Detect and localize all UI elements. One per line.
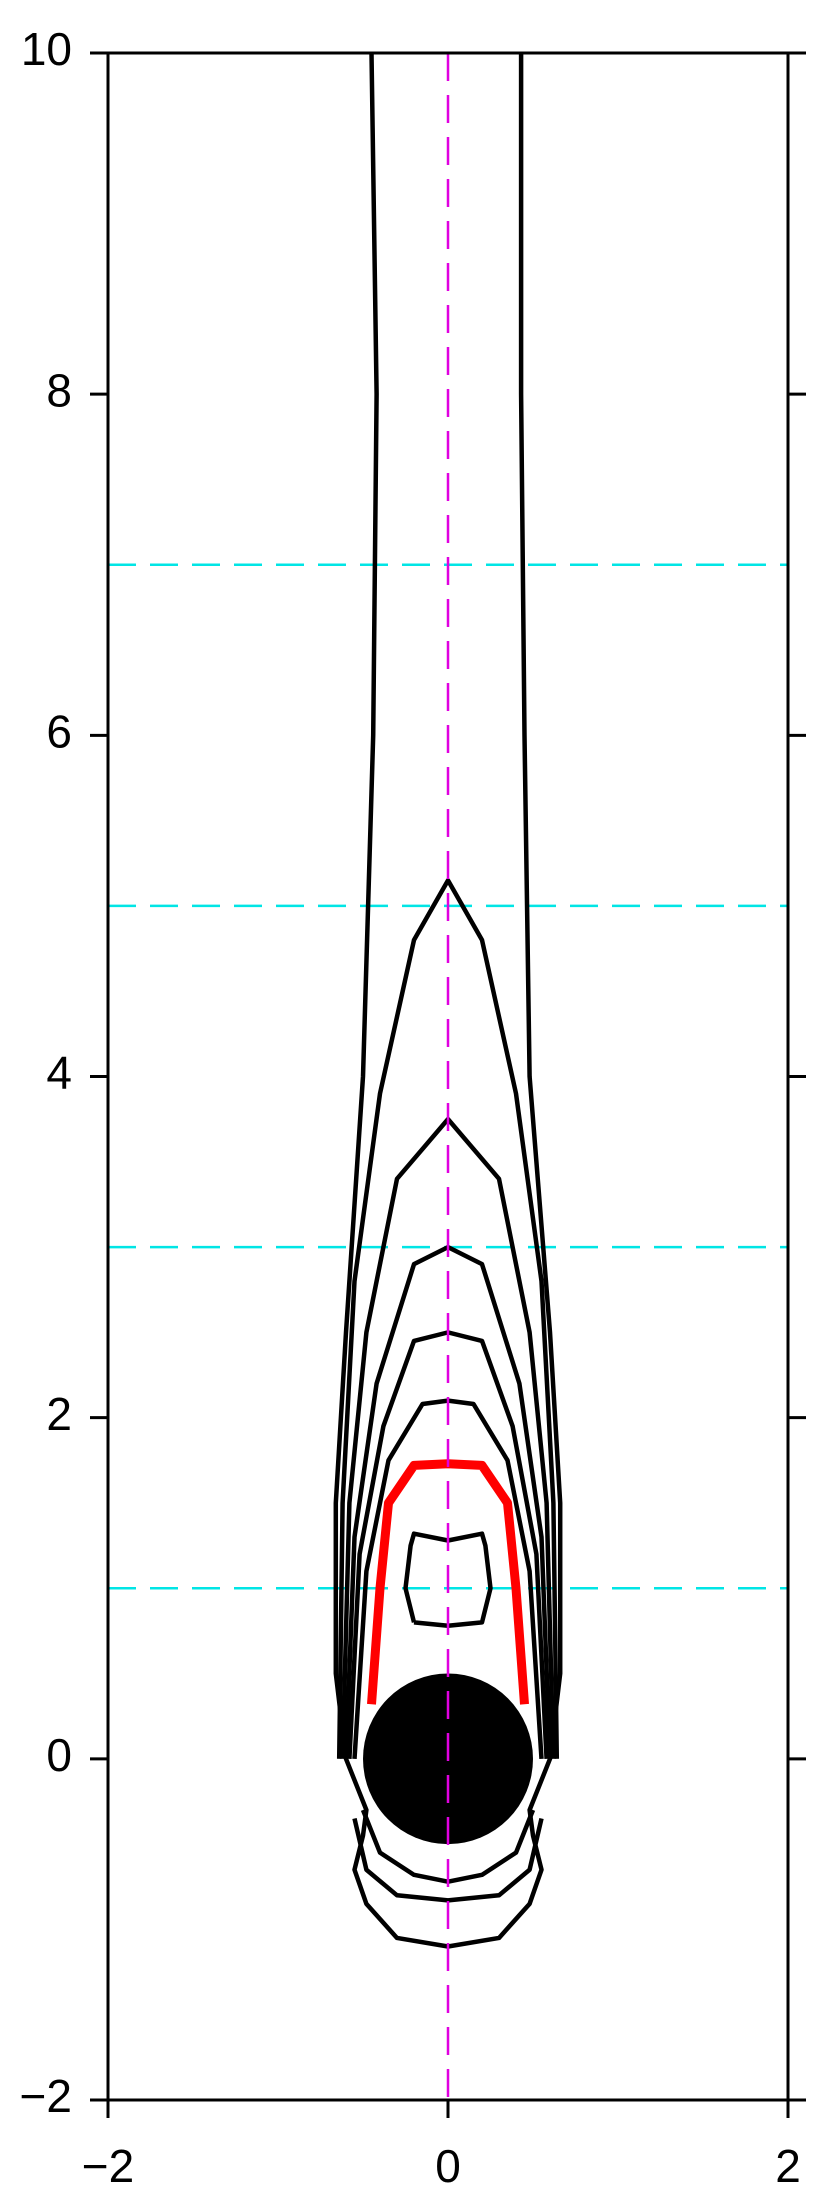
x-tick-label: −2 bbox=[82, 2140, 134, 2192]
y-tick-label: 0 bbox=[46, 1729, 72, 1781]
x-tick-label: 0 bbox=[435, 2140, 461, 2192]
y-tick-label: 6 bbox=[46, 705, 72, 757]
contour-line bbox=[352, 1818, 544, 1903]
contour-line bbox=[403, 1531, 493, 1629]
y-tick-label: 10 bbox=[21, 23, 72, 75]
contour-line bbox=[336, 878, 560, 1759]
x-tick-label: 2 bbox=[775, 2140, 801, 2192]
y-tick-label: 2 bbox=[46, 1388, 72, 1440]
y-tick-label: −2 bbox=[20, 2070, 72, 2122]
y-tick-label: 8 bbox=[46, 364, 72, 416]
y-tick-label: 4 bbox=[46, 1047, 72, 1099]
